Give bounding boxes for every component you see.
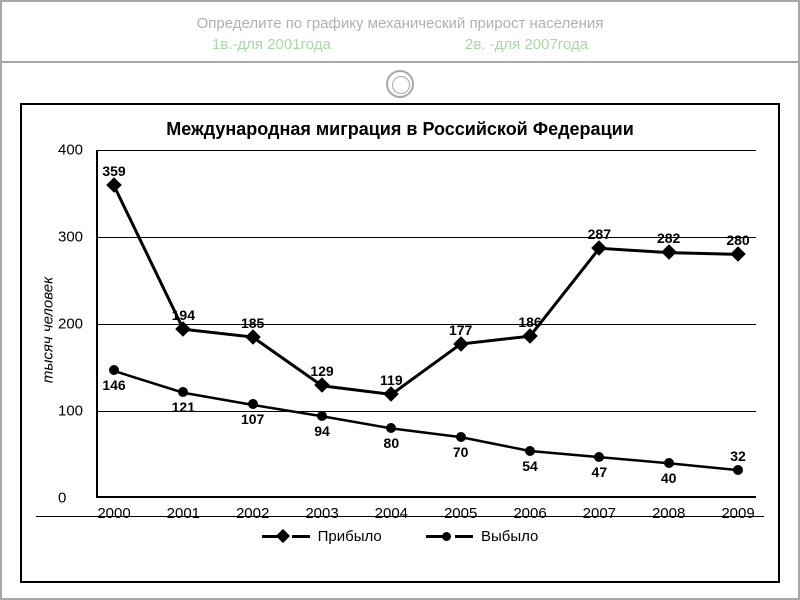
- data-point-label: 54: [522, 458, 538, 474]
- data-point-label: 94: [314, 423, 330, 439]
- data-point-label: 70: [453, 444, 469, 460]
- legend-departed: Выбыло: [426, 528, 538, 545]
- circle-marker: [178, 387, 188, 397]
- data-point-label: 282: [657, 230, 680, 246]
- legend-departed-label: Выбыло: [481, 528, 538, 545]
- y-axis-label: тысяч человек: [40, 276, 57, 382]
- series-line-Выбыло: [114, 370, 738, 469]
- slide-title: Определите по графику механический приро…: [32, 14, 768, 34]
- y-tick-label: 400: [58, 141, 83, 158]
- data-point-label: 287: [588, 226, 611, 242]
- y-tick-label: 300: [58, 228, 83, 245]
- legend-arrived: Прибыло: [262, 528, 382, 545]
- data-point-label: 121: [172, 399, 195, 415]
- circle-marker: [317, 411, 327, 421]
- slide-subtitle: 1в.-для 2001года 2в. -для 2007года: [32, 36, 768, 53]
- subtitle-right: 2в. -для 2007года: [465, 36, 588, 53]
- circle-marker: [248, 399, 258, 409]
- y-tick-label: 100: [58, 402, 83, 419]
- data-point-label: 359: [102, 163, 125, 179]
- data-point-label: 185: [241, 315, 264, 331]
- data-point-label: 194: [172, 307, 195, 323]
- circle-marker: [109, 365, 119, 375]
- data-point-label: 129: [310, 363, 333, 379]
- data-point-label: 119: [380, 372, 403, 388]
- data-point-label: 146: [102, 377, 125, 393]
- data-point-label: 47: [592, 464, 608, 480]
- circle-marker: [594, 452, 604, 462]
- series-line-Прибыло: [114, 185, 738, 394]
- slide-header: Определите по графику механический приро…: [2, 2, 798, 63]
- legend-arrived-label: Прибыло: [318, 528, 382, 545]
- circle-marker: [664, 458, 674, 468]
- series-lines-svg: [96, 150, 756, 510]
- y-tick-label: 0: [58, 489, 66, 506]
- circle-icon: [442, 532, 451, 541]
- legend-arrived-line-r: [292, 535, 310, 538]
- data-point-label: 80: [384, 435, 400, 451]
- y-tick-label: 200: [58, 315, 83, 332]
- diamond-icon: [276, 529, 290, 543]
- slide-container: Определите по графику механический приро…: [0, 0, 800, 600]
- decorative-circle: [386, 70, 414, 98]
- legend-departed-line-r: [455, 535, 473, 538]
- chart-title: Международная миграция в Российской Феде…: [36, 119, 764, 140]
- chart-container: Международная миграция в Российской Феде…: [20, 103, 780, 583]
- data-point-label: 280: [726, 232, 749, 248]
- circle-marker: [733, 465, 743, 475]
- circle-marker: [386, 423, 396, 433]
- data-point-label: 40: [661, 470, 677, 486]
- data-point-label: 107: [241, 411, 264, 427]
- data-point-label: 177: [449, 322, 472, 338]
- circle-marker: [456, 432, 466, 442]
- data-point-label: 186: [518, 314, 541, 330]
- data-point-label: 32: [730, 448, 746, 464]
- circle-marker: [525, 446, 535, 456]
- subtitle-left: 1в.-для 2001года: [212, 36, 331, 53]
- plot-area: тысяч человек 0100200300400 200020012002…: [96, 150, 756, 510]
